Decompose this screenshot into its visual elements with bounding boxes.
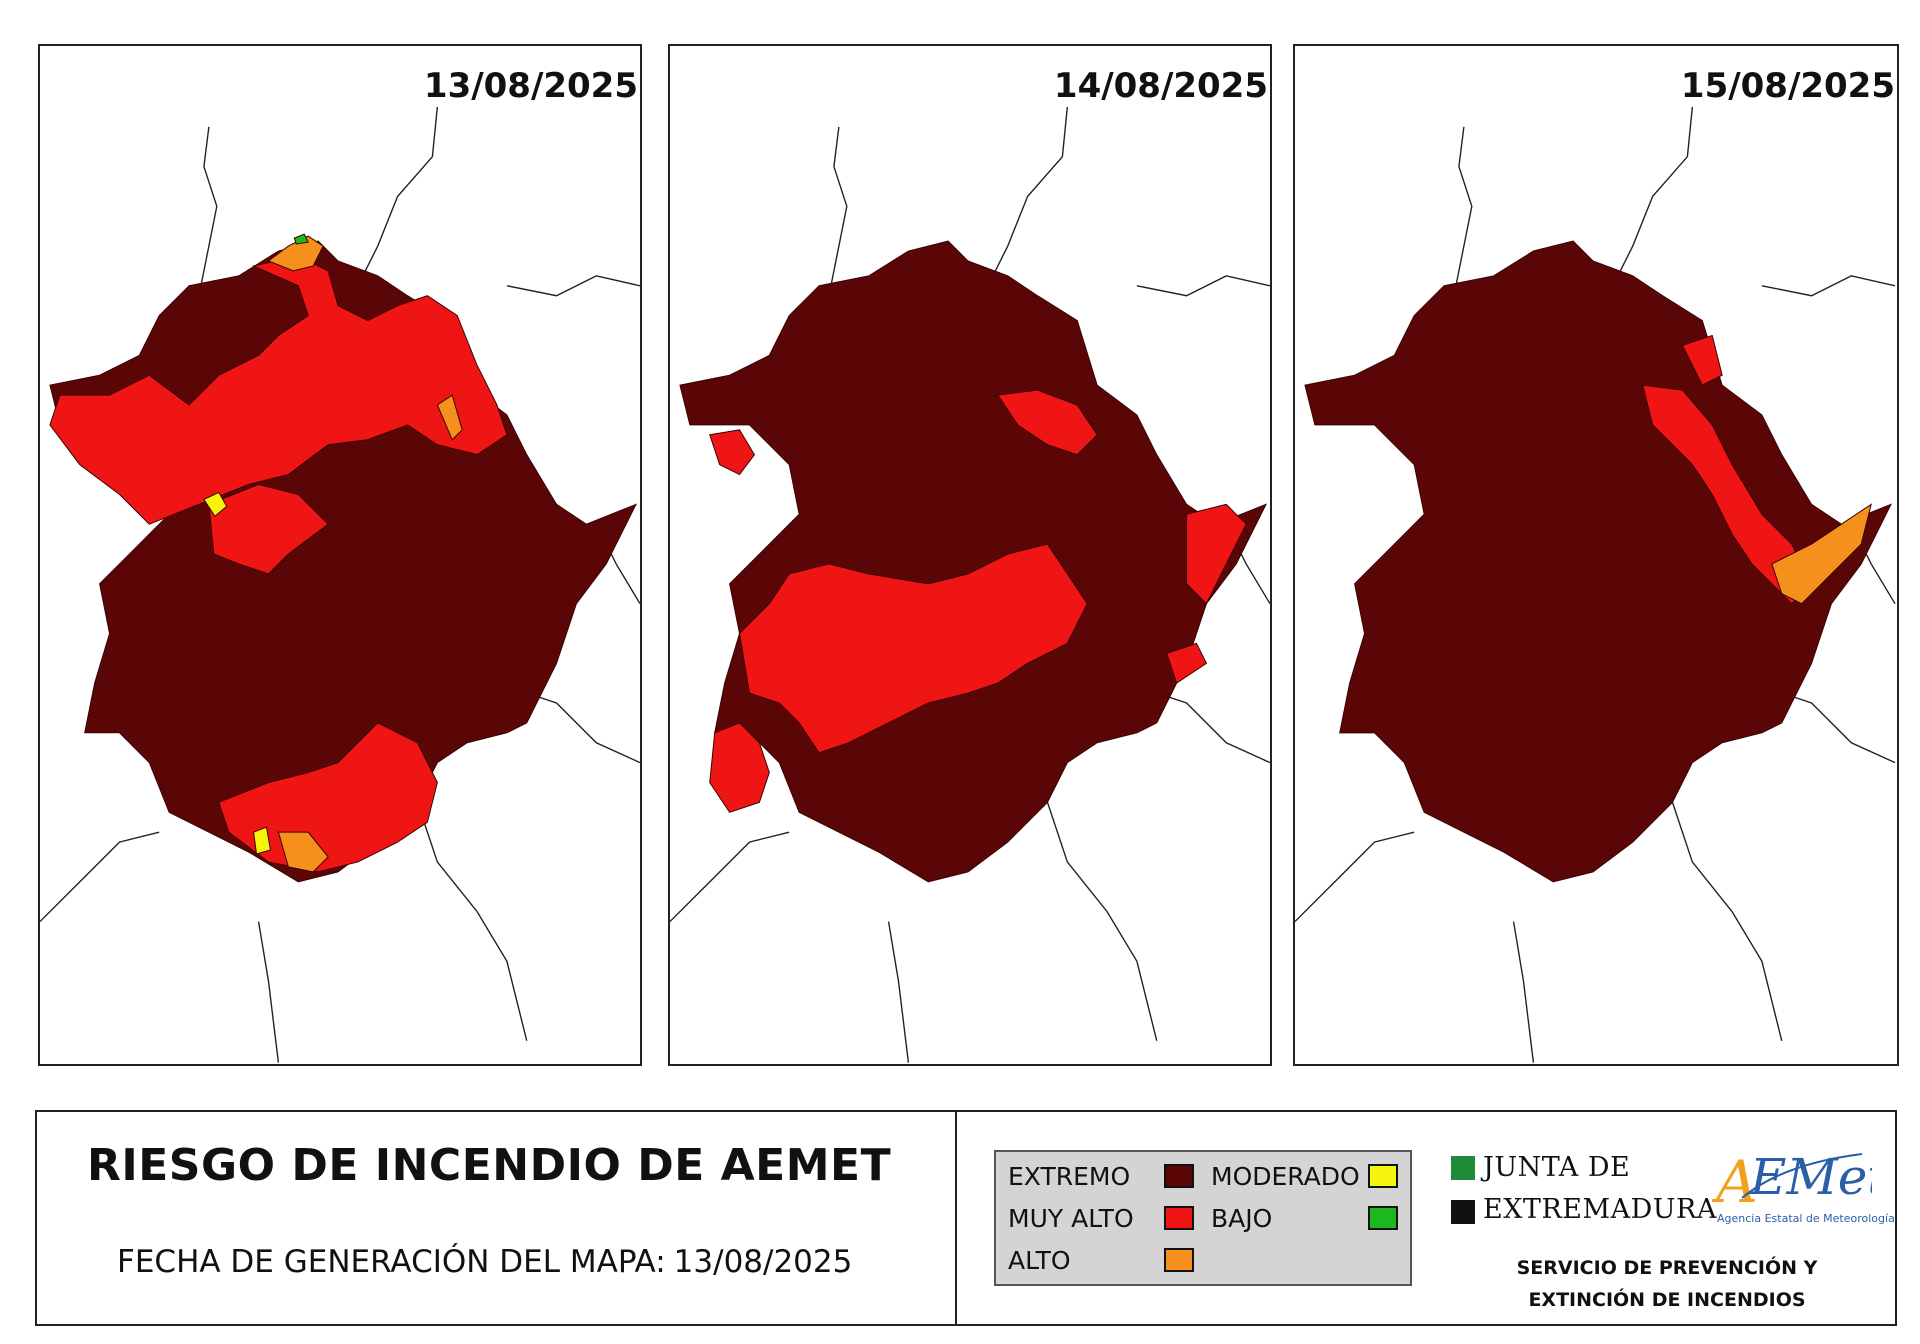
region-muy-alto-center-band bbox=[739, 543, 1088, 754]
province-borders bbox=[670, 106, 1270, 1063]
region-alto-north bbox=[267, 235, 324, 272]
legend-label-extremo: EXTREMO bbox=[1008, 1162, 1131, 1191]
junta-green-square bbox=[1451, 1156, 1475, 1180]
region-muy-alto-east bbox=[1186, 503, 1247, 605]
generation-date-value: 13/08/2025 bbox=[673, 1244, 853, 1280]
legend-swatch-moderado bbox=[1368, 1164, 1398, 1188]
fire-risk-map-day-2 bbox=[670, 106, 1270, 1063]
aemet-subtitle: Agencia Estatal de Meteorología bbox=[1717, 1212, 1895, 1225]
legend-label-moderado: MODERADO bbox=[1211, 1162, 1360, 1191]
svg-text:A: A bbox=[1712, 1148, 1758, 1216]
region-alto-east bbox=[1771, 503, 1872, 605]
map-panel-day-3: 15/08/2025 bbox=[1293, 44, 1899, 1066]
map-panel-day-2: 14/08/2025 bbox=[668, 44, 1272, 1066]
region-extremo bbox=[679, 240, 1268, 883]
legend-divider bbox=[955, 1112, 957, 1324]
service-name: SERVICIO DE PREVENCIÓN Y EXTINCIÓN DE IN… bbox=[1497, 1252, 1837, 1316]
region-muy-alto-center bbox=[208, 483, 329, 575]
legend-label-muy-alto: MUY ALTO bbox=[1008, 1204, 1134, 1233]
junta-line-2: EXTREMADURA bbox=[1483, 1194, 1717, 1225]
legend-swatch-muy-alto bbox=[1164, 1206, 1194, 1230]
page-title: RIESGO DE INCENDIO DE AEMET bbox=[87, 1140, 892, 1191]
legend-label-alto: ALTO bbox=[1008, 1246, 1071, 1275]
region-moderado-center bbox=[203, 491, 228, 517]
svg-text:EMet: EMet bbox=[1749, 1148, 1872, 1206]
panel-date: 13/08/2025 bbox=[417, 66, 638, 106]
junta-line-1: JUNTA DE bbox=[1483, 1152, 1631, 1183]
risk-legend: EXTREMO MUY ALTO ALTO MODERADO BAJO bbox=[994, 1150, 1412, 1286]
legend-swatch-alto bbox=[1164, 1248, 1194, 1272]
region-alto-east bbox=[436, 394, 463, 441]
legend-label-bajo: BAJO bbox=[1211, 1204, 1273, 1233]
legend-footer: RIESGO DE INCENDIO DE AEMET FECHA DE GEN… bbox=[35, 1110, 1897, 1326]
legend-swatch-extremo bbox=[1164, 1164, 1194, 1188]
service-line-2: EXTINCIÓN DE INCENDIOS bbox=[1528, 1289, 1806, 1311]
region-muy-alto-north bbox=[1681, 334, 1723, 386]
region-alto-south bbox=[277, 831, 329, 873]
panel-date: 15/08/2025 bbox=[1674, 66, 1895, 106]
aemet-logo: A EMet bbox=[1712, 1148, 1872, 1216]
region-bajo-north bbox=[293, 233, 309, 245]
generation-date: FECHA DE GENERACIÓN DEL MAPA: 13/08/2025 bbox=[117, 1244, 860, 1280]
region-moderado-south bbox=[253, 826, 272, 855]
generation-date-label: FECHA DE GENERACIÓN DEL MAPA: bbox=[117, 1244, 666, 1280]
region-extremo bbox=[1304, 240, 1893, 883]
legend-swatch-bajo bbox=[1368, 1206, 1398, 1230]
region-muy-alto-north bbox=[49, 255, 508, 525]
fire-risk-map-day-3 bbox=[1295, 106, 1896, 1063]
region-muy-alto-northwest bbox=[709, 429, 756, 476]
panel-date: 14/08/2025 bbox=[1047, 66, 1268, 106]
region-muy-alto-east-2 bbox=[1166, 642, 1208, 684]
region-muy-alto-northeast bbox=[996, 389, 1098, 456]
map-panel-day-1: 13/08/2025 bbox=[38, 44, 642, 1066]
fire-risk-map-day-1 bbox=[40, 106, 640, 1063]
region-muy-alto-southwest bbox=[709, 722, 770, 813]
junta-black-square bbox=[1451, 1200, 1475, 1224]
service-line-1: SERVICIO DE PREVENCIÓN Y bbox=[1516, 1257, 1818, 1279]
